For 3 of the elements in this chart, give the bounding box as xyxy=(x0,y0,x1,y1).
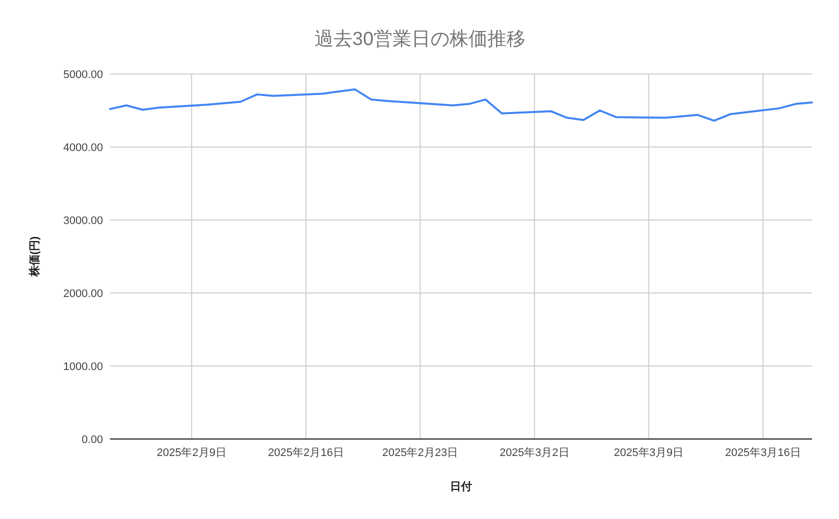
title: 過去30営業日の株価推移 xyxy=(314,29,526,50)
xlabel: 日付 xyxy=(450,481,472,493)
ylabel: 株価(円) xyxy=(29,236,41,277)
